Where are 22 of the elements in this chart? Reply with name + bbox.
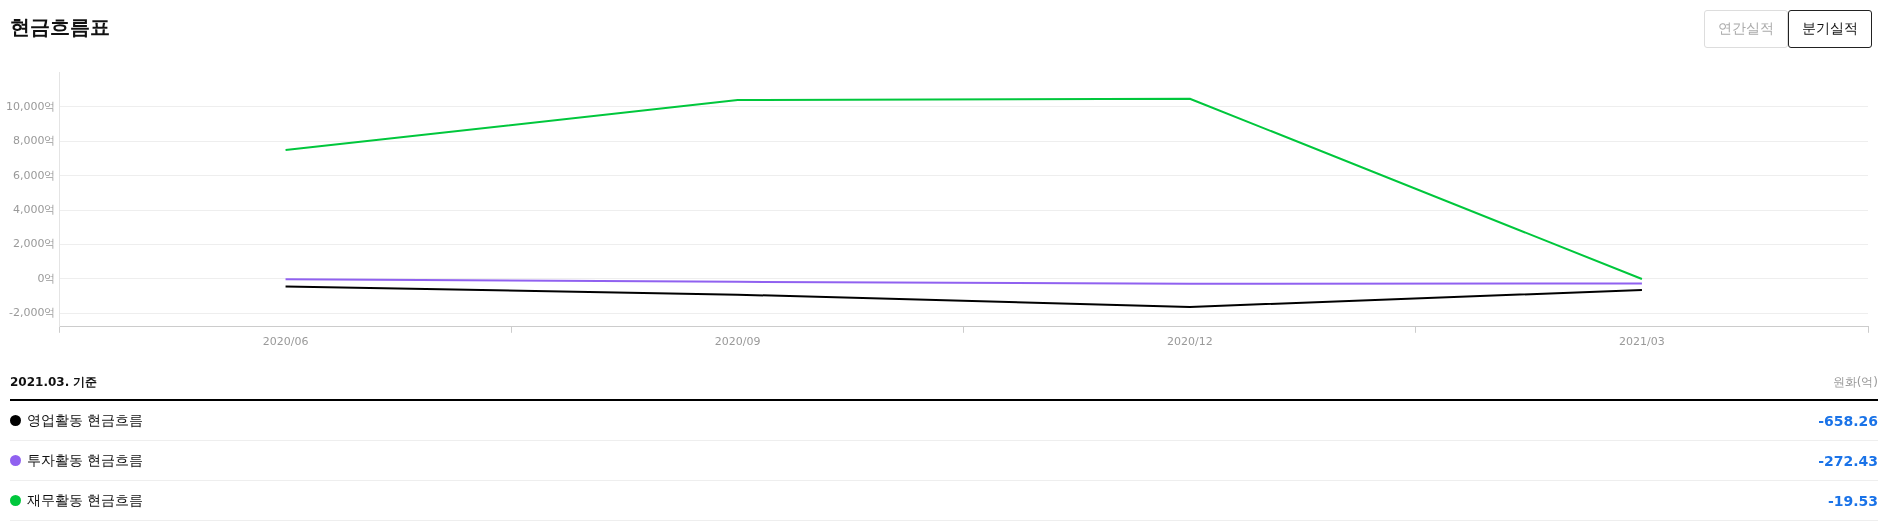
x-tick-label: 2020/06 bbox=[262, 335, 309, 349]
y-tick-label: 6,000억 bbox=[12, 168, 56, 182]
text: 2021.03. 기준 bbox=[10, 374, 98, 391]
text: -272.43 bbox=[1818, 452, 1878, 469]
text: 분기실적 bbox=[1788, 10, 1872, 48]
text: -19.53 bbox=[1827, 492, 1878, 509]
text: 원화(억) bbox=[1832, 374, 1878, 391]
x-tick-label: 2020/09 bbox=[714, 335, 761, 349]
legend-label: 영업활동 현금흐름 bbox=[27, 411, 144, 428]
legend-label: 투자활동 현금흐름 bbox=[27, 451, 144, 468]
y-tick-label: 0억 bbox=[37, 271, 56, 285]
legend-label: 재무활동 현금흐름 bbox=[27, 491, 144, 508]
y-tick-label: 8,000억 bbox=[12, 134, 56, 148]
y-tick-label: 10,000억 bbox=[5, 99, 56, 113]
chart-title: 현금흐름표 bbox=[10, 14, 110, 41]
text: 연간실적 bbox=[1704, 10, 1788, 48]
y-tick-label: 4,000억 bbox=[12, 202, 56, 216]
y-tick-label: -2,000억 bbox=[9, 305, 56, 319]
y-tick-label: 2,000억 bbox=[12, 237, 56, 251]
text: -658.26 bbox=[1818, 412, 1878, 429]
x-tick-label: 2020/12 bbox=[1166, 335, 1213, 349]
x-tick-label: 2021/03 bbox=[1619, 335, 1665, 349]
